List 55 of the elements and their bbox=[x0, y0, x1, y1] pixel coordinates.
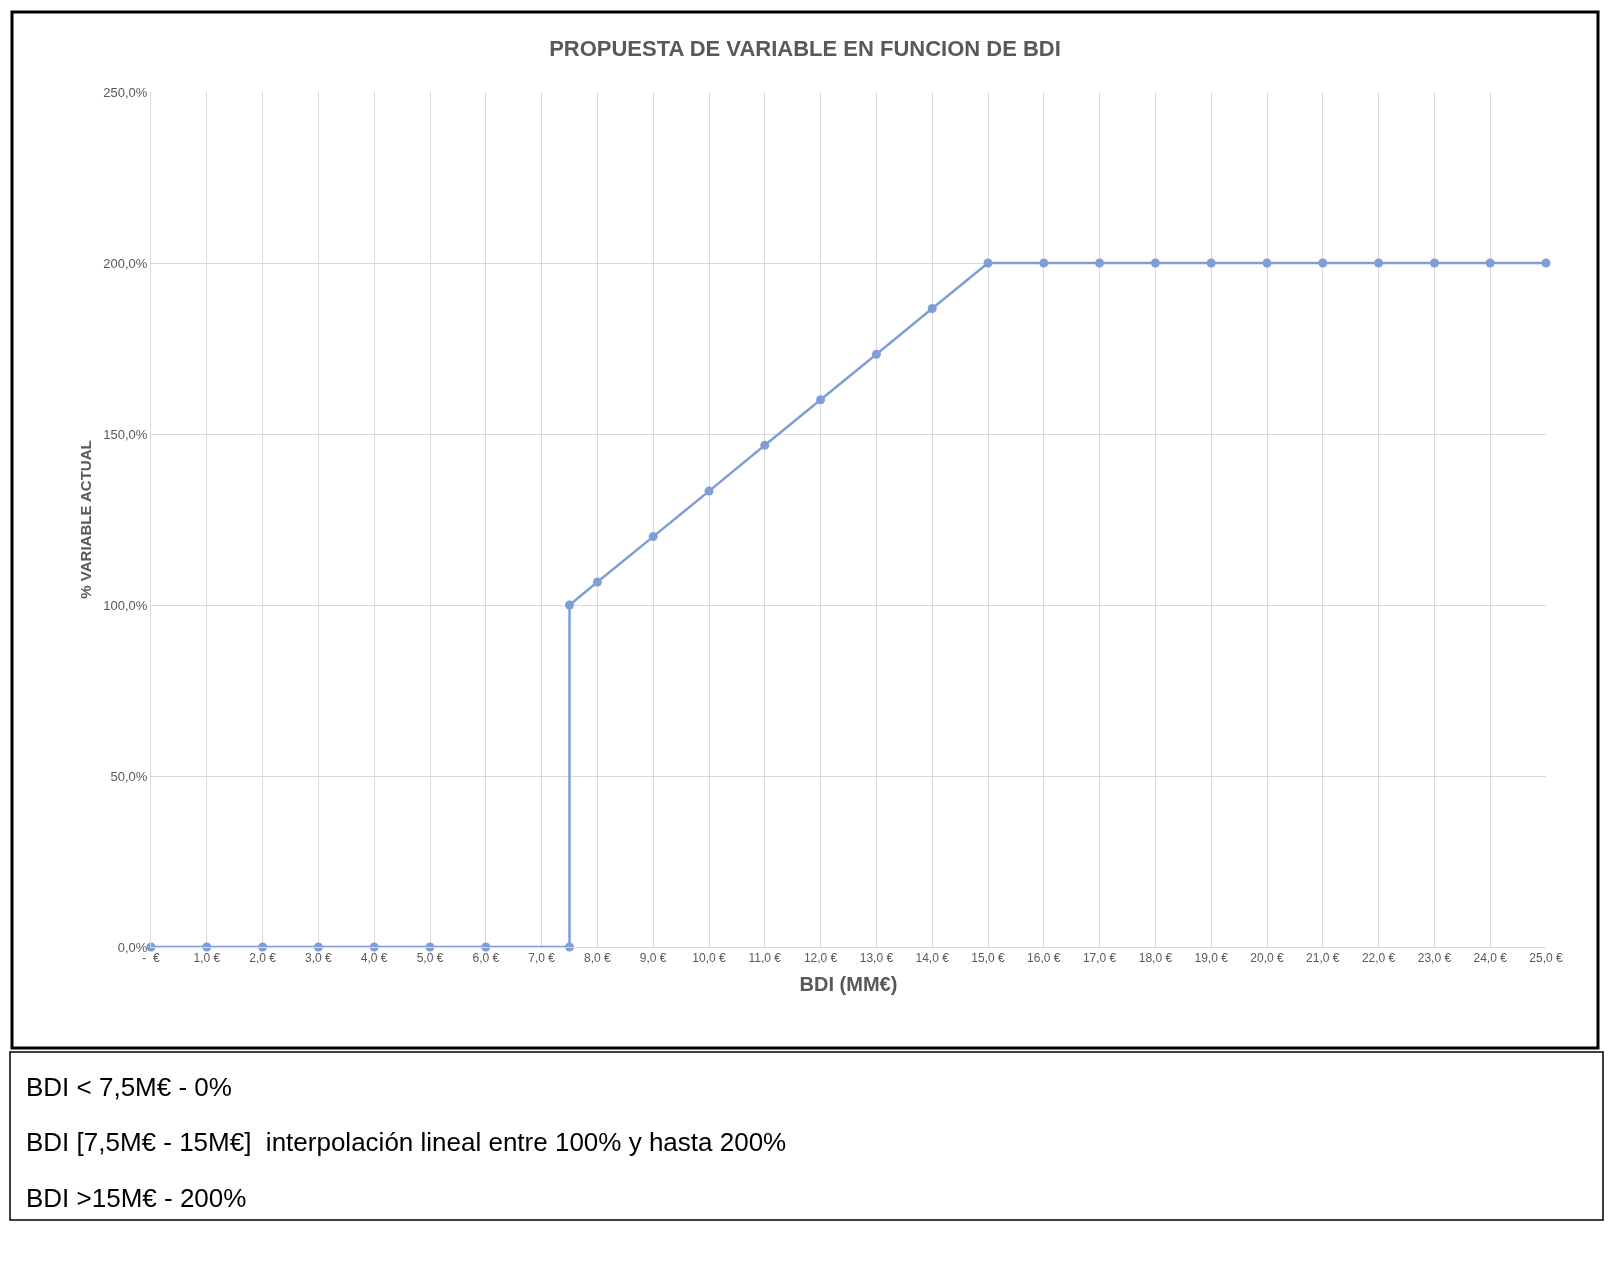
point bbox=[927, 303, 937, 313]
point bbox=[816, 395, 826, 405]
x-tick-label: 20,0 € bbox=[1250, 951, 1284, 966]
x-tick-label: 24,0 € bbox=[1473, 951, 1508, 966]
point bbox=[1039, 258, 1049, 268]
point bbox=[704, 486, 714, 496]
x-axis-title: BDI (MM€) bbox=[799, 972, 898, 995]
y-tick-label: 200,0% bbox=[103, 255, 148, 271]
x-tick-label: 2,0 € bbox=[249, 951, 277, 966]
point bbox=[1318, 258, 1328, 268]
point bbox=[648, 532, 658, 542]
y-tick-label: 50,0% bbox=[110, 768, 148, 784]
text: BDI [7,5M€ - 15M€] interpolación lineal entre 100% y hasta 200% bbox=[26, 1127, 787, 1157]
text: BDI < 7,5M€ - 0% bbox=[26, 1072, 232, 1102]
x-tick-label: 16,0 € bbox=[1027, 951, 1061, 966]
x-tick-label: 12,0 € bbox=[803, 951, 838, 966]
point bbox=[1374, 258, 1384, 268]
x-tick-label: 13,0 € bbox=[859, 951, 894, 966]
x-tick-label: 18,0 € bbox=[1138, 951, 1173, 966]
x-tick-label: 10,0 € bbox=[692, 951, 726, 966]
x-tick-label: 14,0 € bbox=[915, 951, 950, 966]
y-tick-label: 250,0% bbox=[103, 84, 148, 100]
point bbox=[1095, 258, 1105, 268]
point bbox=[760, 440, 770, 450]
y-tick-label: 100,0% bbox=[103, 597, 148, 613]
x-tick-label: 25,0 € bbox=[1529, 951, 1563, 966]
text: BDI >15M€ - 200% bbox=[26, 1183, 247, 1213]
y-axis-title: % VARIABLE ACTUAL bbox=[76, 440, 94, 599]
point bbox=[871, 349, 881, 359]
chart-title: PROPUESTA DE VARIABLE EN FUNCION DE BDI bbox=[549, 35, 1061, 61]
point bbox=[1262, 258, 1272, 268]
x-tick-label: 8,0 € bbox=[584, 951, 612, 966]
point bbox=[565, 600, 574, 610]
x-tick-label: 4,0 € bbox=[360, 951, 388, 966]
x-tick-label: 11,0 € bbox=[748, 951, 782, 966]
x-tick-label: 22,0 € bbox=[1361, 951, 1396, 966]
point bbox=[1206, 258, 1216, 268]
x-tick-label: 1,0 € bbox=[193, 951, 221, 966]
x-tick-label: 17,0 € bbox=[1082, 951, 1117, 966]
x-tick-label: 5,0 € bbox=[416, 951, 444, 966]
x-tick-label: 7,0 € bbox=[528, 951, 556, 966]
x-tick-label: 9,0 € bbox=[639, 951, 667, 966]
point bbox=[592, 577, 602, 587]
point bbox=[1485, 258, 1495, 268]
x-tick-label: 3,0 € bbox=[305, 951, 333, 966]
x-tick-label: 21,0 € bbox=[1306, 951, 1340, 966]
x-tick-label: 23,0 € bbox=[1417, 951, 1452, 966]
point bbox=[983, 258, 993, 268]
x-tick-label: 19,0 € bbox=[1194, 951, 1229, 966]
point bbox=[1429, 258, 1439, 268]
x-tick-label: 6,0 € bbox=[472, 951, 500, 966]
x-tick-label: 15,0 € bbox=[971, 951, 1005, 966]
y-tick-label: 150,0% bbox=[103, 426, 148, 442]
point bbox=[1150, 258, 1160, 268]
point bbox=[1541, 258, 1551, 268]
